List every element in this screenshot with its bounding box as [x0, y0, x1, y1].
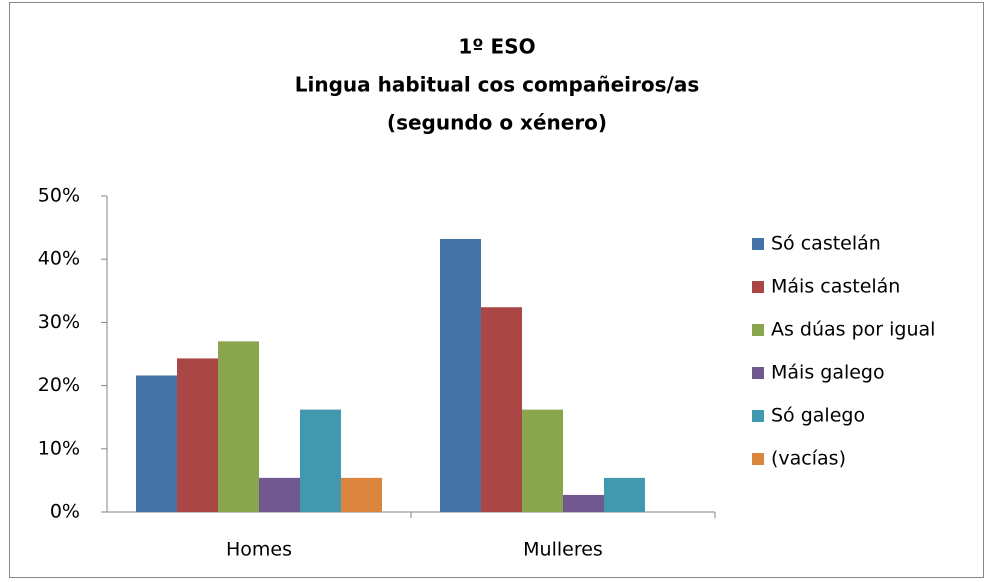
chart-title: 1º ESO: [458, 35, 535, 59]
bar: [563, 494, 604, 512]
legend-swatch: [752, 410, 764, 422]
bar: [177, 358, 218, 512]
bar: [341, 477, 382, 512]
y-tick-label: 20%: [38, 374, 80, 396]
legend-label: Só castelán: [771, 233, 881, 255]
y-tick-label: 30%: [38, 311, 80, 333]
bar: [604, 477, 645, 512]
bar: [259, 477, 300, 512]
chart-title: Lingua habitual cos compañeiros/as: [295, 73, 699, 97]
legend-swatch: [752, 324, 764, 336]
bar: [136, 375, 177, 512]
legend-label: Máis galego: [771, 362, 885, 384]
y-tick-label: 50%: [38, 185, 80, 207]
legend-label: Só galego: [771, 405, 865, 427]
x-tick-label: Homes: [226, 539, 292, 561]
legend-label: As dúas por igual: [771, 319, 935, 341]
bar: [300, 409, 341, 512]
x-tick-label: Mulleres: [523, 539, 603, 561]
chart-title: (segundo o xénero): [387, 111, 607, 135]
y-tick-label: 0%: [50, 501, 80, 523]
bar: [440, 238, 481, 512]
legend-label: (vacías): [771, 448, 846, 470]
bar: [481, 307, 522, 512]
legend-swatch: [752, 367, 764, 379]
legend-swatch: [752, 453, 764, 465]
legend-label: Máis castelán: [771, 276, 900, 298]
legend-swatch: [752, 281, 764, 293]
legend-swatch: [752, 238, 764, 250]
y-tick-label: 40%: [38, 248, 80, 270]
bar: [218, 341, 259, 512]
bar: [522, 409, 563, 512]
y-tick-label: 10%: [38, 437, 80, 459]
